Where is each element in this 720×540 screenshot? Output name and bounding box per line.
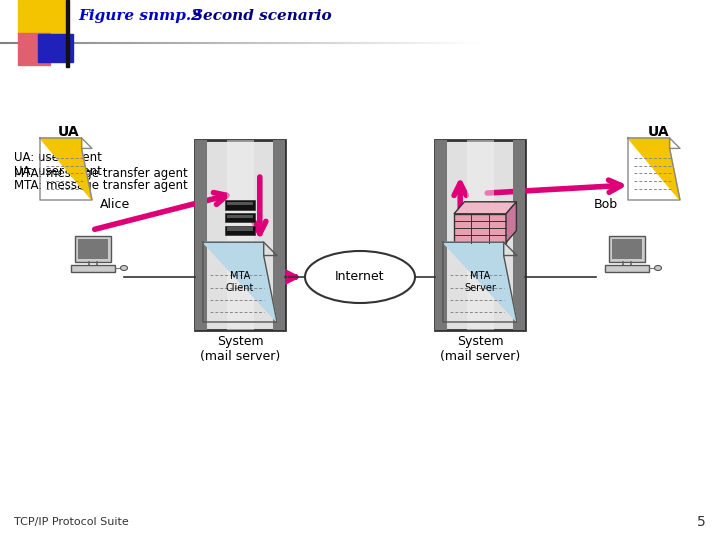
Bar <box>66 0 68 67</box>
Bar <box>467 140 493 330</box>
Bar <box>227 227 253 231</box>
Text: MTA
Client: MTA Client <box>226 271 254 293</box>
FancyBboxPatch shape <box>78 239 108 259</box>
Text: System
(mail server): System (mail server) <box>440 335 520 363</box>
Text: Second scenario: Second scenario <box>192 9 332 23</box>
FancyBboxPatch shape <box>454 214 506 242</box>
Bar <box>225 226 255 235</box>
Ellipse shape <box>654 266 662 271</box>
Bar <box>274 140 285 330</box>
Text: Figure snmp.2: Figure snmp.2 <box>78 9 202 23</box>
Polygon shape <box>40 138 92 200</box>
Polygon shape <box>506 202 516 242</box>
Polygon shape <box>443 242 517 322</box>
FancyBboxPatch shape <box>75 236 111 262</box>
Text: UA: user agent: UA: user agent <box>14 152 102 165</box>
Bar <box>38 34 73 62</box>
Bar <box>225 213 255 222</box>
Text: UA: UA <box>648 125 670 139</box>
Text: 5: 5 <box>697 515 706 529</box>
Text: TCP/IP Protocol Suite: TCP/IP Protocol Suite <box>14 517 129 527</box>
Text: Bob: Bob <box>594 199 618 212</box>
Ellipse shape <box>120 266 127 271</box>
Text: System
(mail server): System (mail server) <box>200 335 280 363</box>
Text: UA: user agent: UA: user agent <box>14 165 102 179</box>
Bar <box>195 140 207 330</box>
Polygon shape <box>454 202 516 214</box>
FancyBboxPatch shape <box>605 265 649 272</box>
Bar <box>225 200 255 210</box>
Text: MTA
Server: MTA Server <box>464 271 496 293</box>
Text: Alice: Alice <box>100 199 130 212</box>
Bar <box>18 0 66 35</box>
Bar <box>513 140 525 330</box>
Text: UA: UA <box>58 125 80 139</box>
Bar <box>227 214 253 218</box>
Bar <box>18 33 50 65</box>
Bar <box>227 140 253 330</box>
FancyBboxPatch shape <box>609 236 645 262</box>
Polygon shape <box>203 242 277 322</box>
FancyBboxPatch shape <box>612 239 642 259</box>
Bar <box>195 140 285 330</box>
Text: MTA: message transfer agent: MTA: message transfer agent <box>14 179 188 192</box>
FancyBboxPatch shape <box>71 265 115 272</box>
Bar <box>435 140 525 330</box>
Text: MTA: message transfer agent: MTA: message transfer agent <box>14 166 188 179</box>
Text: Internet: Internet <box>336 271 384 284</box>
Bar <box>435 140 446 330</box>
Ellipse shape <box>305 251 415 303</box>
Bar <box>227 202 253 205</box>
Polygon shape <box>628 138 680 200</box>
